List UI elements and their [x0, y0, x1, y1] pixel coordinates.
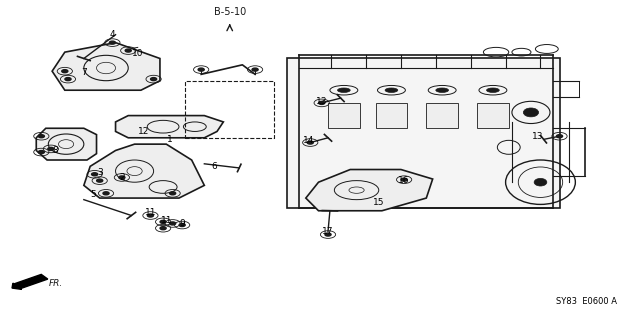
- Text: 13: 13: [531, 132, 543, 141]
- Polygon shape: [115, 116, 224, 138]
- Circle shape: [150, 77, 157, 81]
- Text: FR.: FR.: [49, 279, 63, 288]
- Circle shape: [325, 233, 331, 236]
- Circle shape: [97, 179, 103, 182]
- Text: B-5-10: B-5-10: [213, 7, 246, 17]
- Circle shape: [318, 101, 325, 104]
- Ellipse shape: [487, 88, 499, 92]
- Text: 4: 4: [110, 30, 115, 39]
- Text: 16: 16: [398, 176, 410, 185]
- Text: 2: 2: [119, 173, 125, 182]
- Polygon shape: [84, 144, 204, 198]
- Text: 5: 5: [90, 190, 96, 199]
- Text: 3: 3: [97, 168, 103, 177]
- Polygon shape: [36, 128, 97, 160]
- Text: 6: 6: [211, 162, 217, 171]
- Circle shape: [401, 178, 407, 181]
- Text: 7: 7: [81, 68, 87, 77]
- Circle shape: [169, 222, 176, 225]
- Text: 1: 1: [167, 135, 173, 144]
- FancyArrow shape: [12, 274, 48, 289]
- Ellipse shape: [436, 88, 448, 92]
- Text: 17: 17: [322, 227, 334, 236]
- Circle shape: [169, 192, 176, 195]
- Text: SY83  E0600 A: SY83 E0600 A: [555, 297, 617, 306]
- Circle shape: [119, 176, 125, 179]
- FancyBboxPatch shape: [328, 103, 360, 128]
- Text: 13: 13: [316, 97, 327, 106]
- Bar: [185, 81, 274, 138]
- Ellipse shape: [524, 108, 538, 117]
- Text: 11: 11: [161, 216, 172, 225]
- Circle shape: [38, 150, 45, 154]
- Polygon shape: [52, 43, 160, 90]
- Text: 9: 9: [179, 219, 185, 228]
- Circle shape: [110, 41, 115, 44]
- Circle shape: [147, 214, 154, 217]
- Circle shape: [160, 220, 166, 223]
- Circle shape: [125, 49, 131, 52]
- Circle shape: [198, 68, 204, 71]
- Text: 15: 15: [373, 198, 385, 207]
- FancyBboxPatch shape: [426, 103, 458, 128]
- Circle shape: [62, 70, 68, 73]
- Text: 8: 8: [52, 146, 58, 155]
- Polygon shape: [287, 59, 559, 208]
- Circle shape: [65, 77, 71, 81]
- Circle shape: [92, 173, 97, 176]
- Circle shape: [160, 227, 166, 230]
- Circle shape: [38, 135, 45, 138]
- Text: 12: 12: [138, 127, 150, 136]
- Circle shape: [103, 192, 109, 195]
- FancyBboxPatch shape: [477, 103, 509, 128]
- Circle shape: [557, 135, 562, 138]
- Ellipse shape: [534, 178, 547, 186]
- Text: 14: 14: [303, 136, 315, 146]
- Ellipse shape: [385, 88, 397, 92]
- Text: 11: 11: [145, 208, 156, 217]
- Text: 10: 10: [132, 49, 143, 58]
- Circle shape: [48, 148, 54, 150]
- Circle shape: [252, 68, 258, 71]
- Polygon shape: [306, 170, 433, 211]
- FancyBboxPatch shape: [376, 103, 407, 128]
- Circle shape: [307, 141, 313, 144]
- Circle shape: [179, 223, 185, 227]
- Ellipse shape: [338, 88, 350, 92]
